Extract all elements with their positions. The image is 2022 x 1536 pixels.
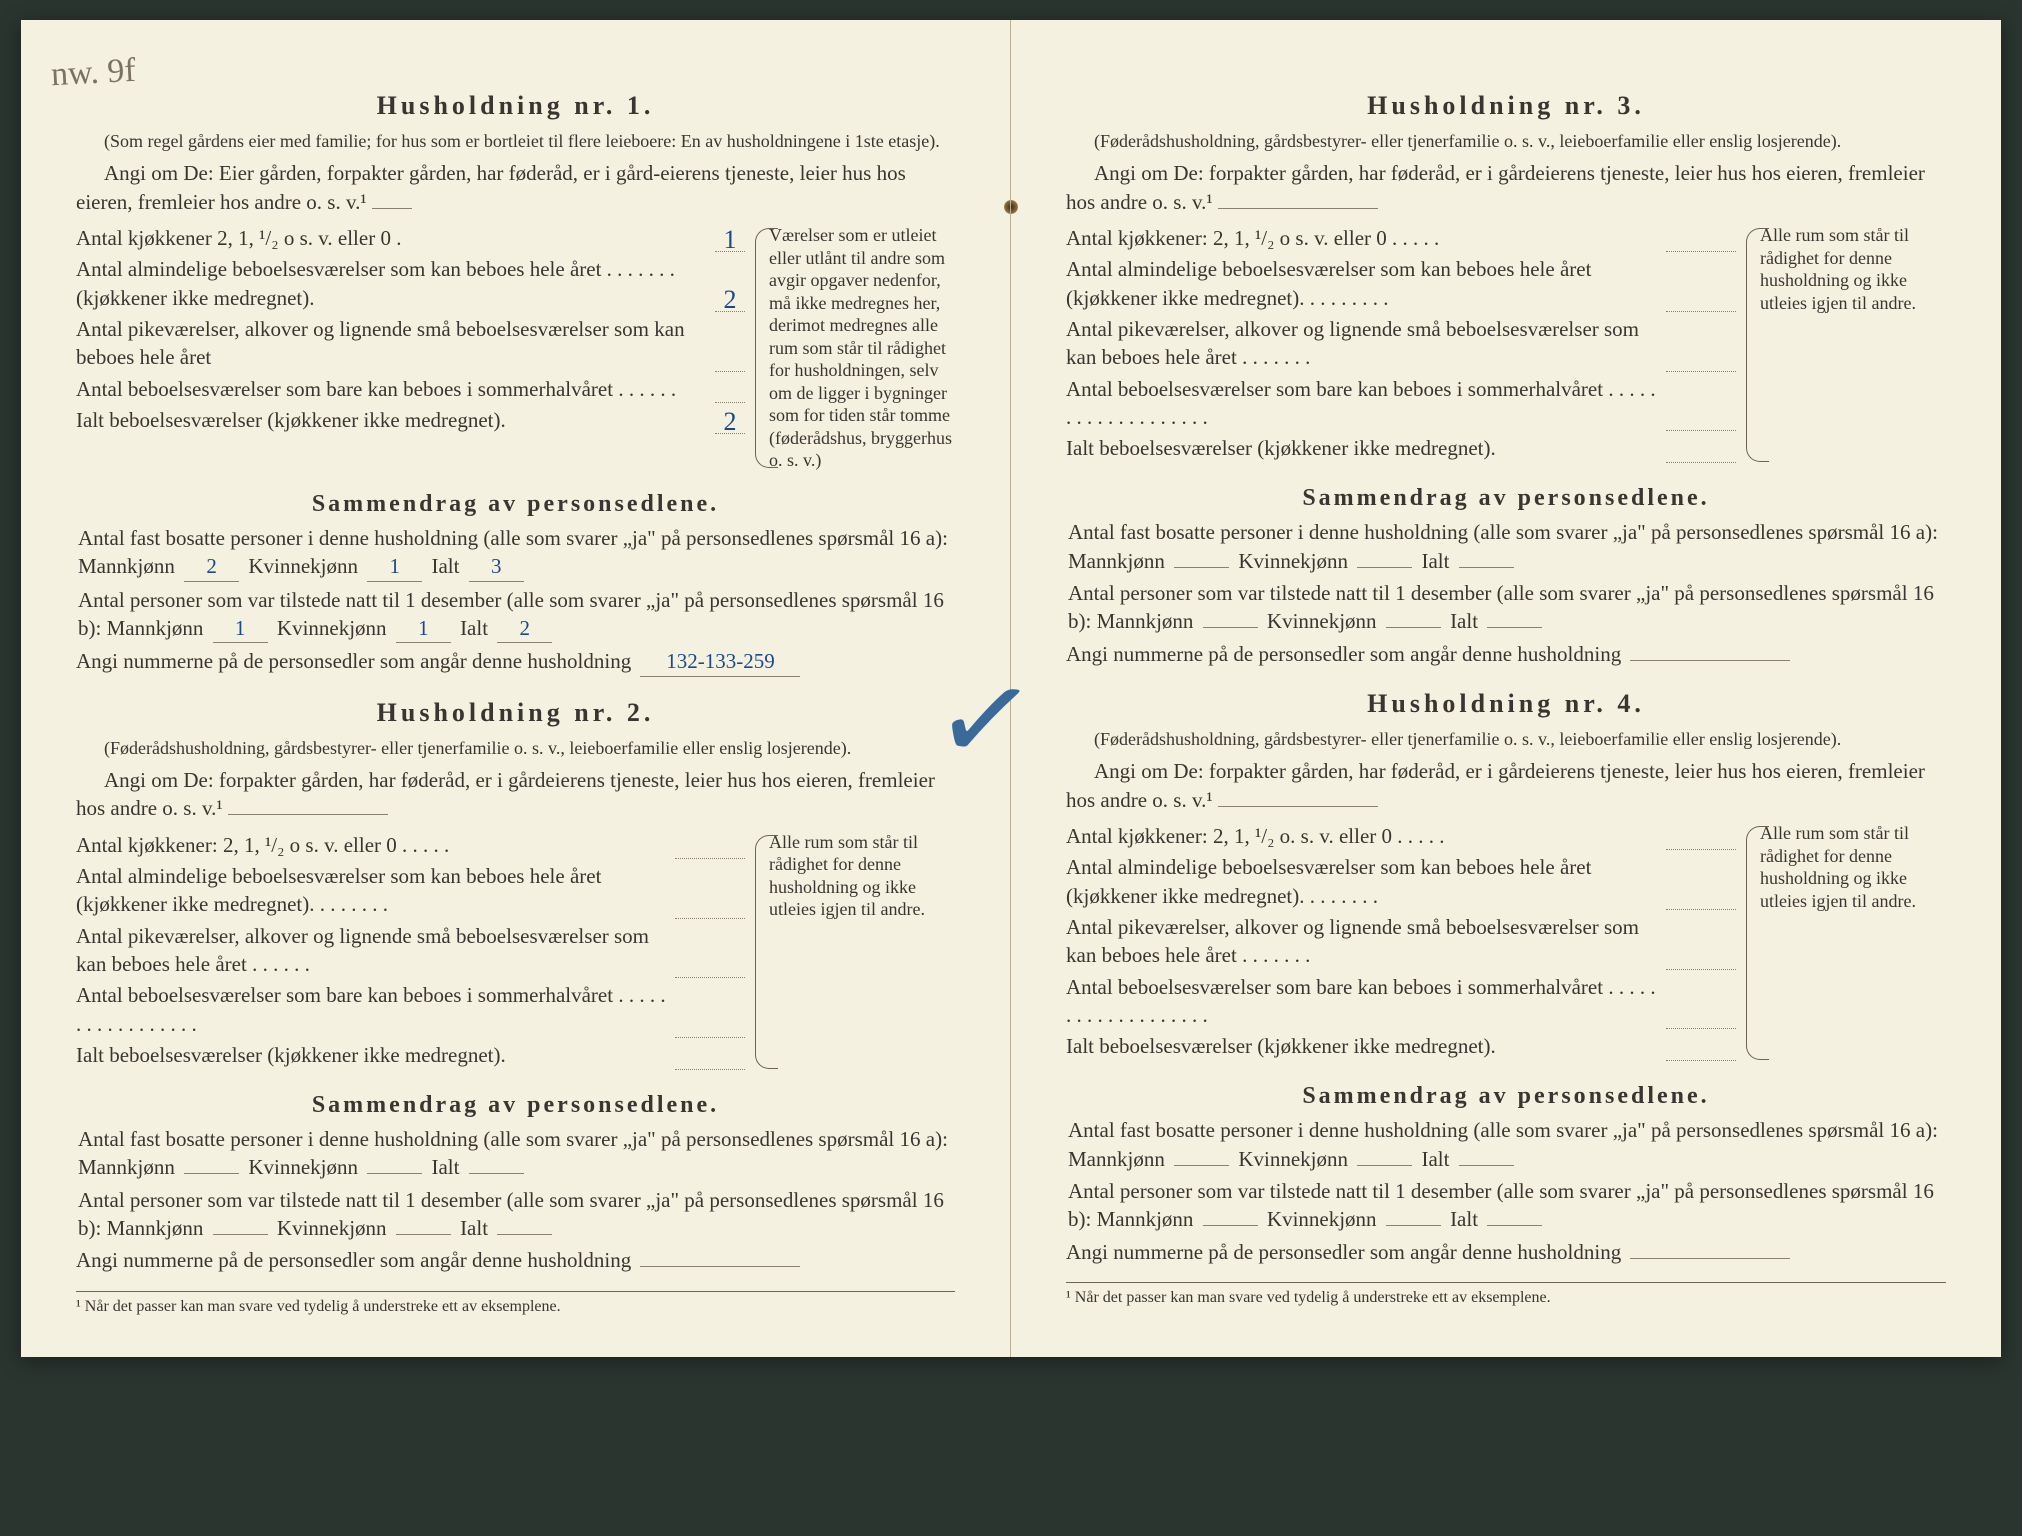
page-right: Husholdning nr. 3. (Føderådshusholdning,… — [1011, 20, 2001, 1357]
form-block-1: Antal kjøkkener 2, 1, ¹/₂ o s. v. eller … — [76, 224, 955, 472]
summary-line: Antal personer som var tilstede natt til… — [78, 586, 955, 644]
form-row: Antal pikeværelser, alkover og lignende … — [76, 315, 745, 372]
section-title-2: Husholdning nr. 2. — [76, 695, 955, 730]
form-row: Ialt beboelsesværelser (kjøkkener ikke m… — [1066, 434, 1736, 462]
form-row: Antal kjøkkener: 2, 1, ¹/₂ o. s. v. elle… — [1066, 822, 1736, 850]
form-row: Antal pikeværelser, alkover og lignende … — [1066, 913, 1736, 970]
form-row: Antal almindelige beboelsesværelser som … — [1066, 853, 1736, 910]
summary-line: Antal personer som var tilstede natt til… — [78, 1186, 955, 1243]
footnote-left: ¹ Når det passer kan man svare ved tydel… — [76, 1291, 955, 1318]
form-block-2: Antal kjøkkener: 2, 1, ¹/₂ o s. v. eller… — [76, 831, 955, 1073]
form-row: Antal almindelige beboelsesværelser som … — [76, 255, 745, 312]
section-title-4: Husholdning nr. 4. — [1066, 686, 1946, 721]
summary-numbers-line: Angi nummerne på de personsedler som ang… — [76, 1246, 955, 1274]
summary-title-3: Sammendrag av personsedlene. — [1066, 482, 1946, 514]
angi-line-4: Angi om De: forpakter gården, har føderå… — [1066, 757, 1946, 814]
angi-line-1: Angi om De: Eier gården, forpakter gårde… — [76, 159, 955, 216]
summary-title-4: Sammendrag av personsedlene. — [1066, 1080, 1946, 1112]
side-note-4: Alle rum som står til rådighet for denne… — [1746, 822, 1946, 1064]
document-spread: nw. 9f ✓ Husholdning nr. 1. (Som regel g… — [21, 20, 2001, 1357]
summary-line: Antal personer som var tilstede natt til… — [1068, 579, 1946, 636]
form-row: Antal kjøkkener: 2, 1, ¹/₂ o s. v. eller… — [1066, 224, 1736, 252]
summary-numbers-line: Angi nummerne på de personsedler som ang… — [1066, 1238, 1946, 1266]
footnote-right: ¹ Når det passer kan man svare ved tydel… — [1066, 1282, 1946, 1309]
form-row: Antal beboelsesværelser som bare kan beb… — [1066, 973, 1736, 1030]
margin-annotation: nw. 9f — [50, 48, 137, 98]
form-row: Antal almindelige beboelsesværelser som … — [1066, 255, 1736, 312]
form-row: Ialt beboelsesværelser (kjøkkener ikke m… — [1066, 1032, 1736, 1060]
form-row: Ialt beboelsesværelser (kjøkkener ikke m… — [76, 406, 745, 434]
form-row: Antal beboelsesværelser som bare kan beb… — [76, 375, 745, 403]
section-title-3: Husholdning nr. 3. — [1066, 88, 1946, 123]
form-block-4: Antal kjøkkener: 2, 1, ¹/₂ o. s. v. elle… — [1066, 822, 1946, 1064]
section-title-1: Husholdning nr. 1. — [76, 88, 955, 123]
section-note-2: (Føderådshusholdning, gårdsbestyrer- ell… — [76, 736, 955, 760]
angi-line-3: Angi om De: forpakter gården, har føderå… — [1066, 159, 1946, 216]
summary-title-1: Sammendrag av personsedlene. — [76, 488, 955, 520]
form-row: Antal beboelsesværelser som bare kan beb… — [76, 981, 745, 1038]
section-note-1: (Som regel gårdens eier med familie; for… — [76, 129, 955, 153]
form-block-3: Antal kjøkkener: 2, 1, ¹/₂ o s. v. eller… — [1066, 224, 1946, 466]
summary-line: Antal fast bosatte personer i denne hush… — [1068, 518, 1946, 575]
summary-line: Antal fast bosatte personer i denne hush… — [1068, 1116, 1946, 1173]
summary-line: Antal fast bosatte personer i denne hush… — [78, 524, 955, 582]
form-row: Antal pikeværelser, alkover og lignende … — [76, 922, 745, 979]
form-row: Antal kjøkkener: 2, 1, ¹/₂ o s. v. eller… — [76, 831, 745, 859]
section-note-3: (Føderådshusholdning, gårdsbestyrer- ell… — [1066, 129, 1946, 153]
summary-line: Antal personer som var tilstede natt til… — [1068, 1177, 1946, 1234]
form-row: Antal beboelsesværelser som bare kan beb… — [1066, 375, 1736, 432]
summary-numbers-line: Angi nummerne på de personsedler som ang… — [76, 647, 955, 676]
side-note-2: Alle rum som står til rådighet for denne… — [755, 831, 955, 1073]
summary-title-2: Sammendrag av personsedlene. — [76, 1089, 955, 1121]
section-note-4: (Føderådshusholdning, gårdsbestyrer- ell… — [1066, 727, 1946, 751]
summary-numbers-line: Angi nummerne på de personsedler som ang… — [1066, 640, 1946, 668]
side-note-3: Alle rum som står til rådighet for denne… — [1746, 224, 1946, 466]
summary-line: Antal fast bosatte personer i denne hush… — [78, 1125, 955, 1182]
form-row: Antal kjøkkener 2, 1, ¹/₂ o s. v. eller … — [76, 224, 745, 252]
side-note-1: Værelser som er utleiet eller utlånt til… — [755, 224, 955, 472]
form-row: Antal almindelige beboelsesværelser som … — [76, 862, 745, 919]
angi-line-2: Angi om De: forpakter gården, har føderå… — [76, 766, 955, 823]
form-row: Ialt beboelsesværelser (kjøkkener ikke m… — [76, 1041, 745, 1069]
page-left: nw. 9f ✓ Husholdning nr. 1. (Som regel g… — [21, 20, 1011, 1357]
form-row: Antal pikeværelser, alkover og lignende … — [1066, 315, 1736, 372]
